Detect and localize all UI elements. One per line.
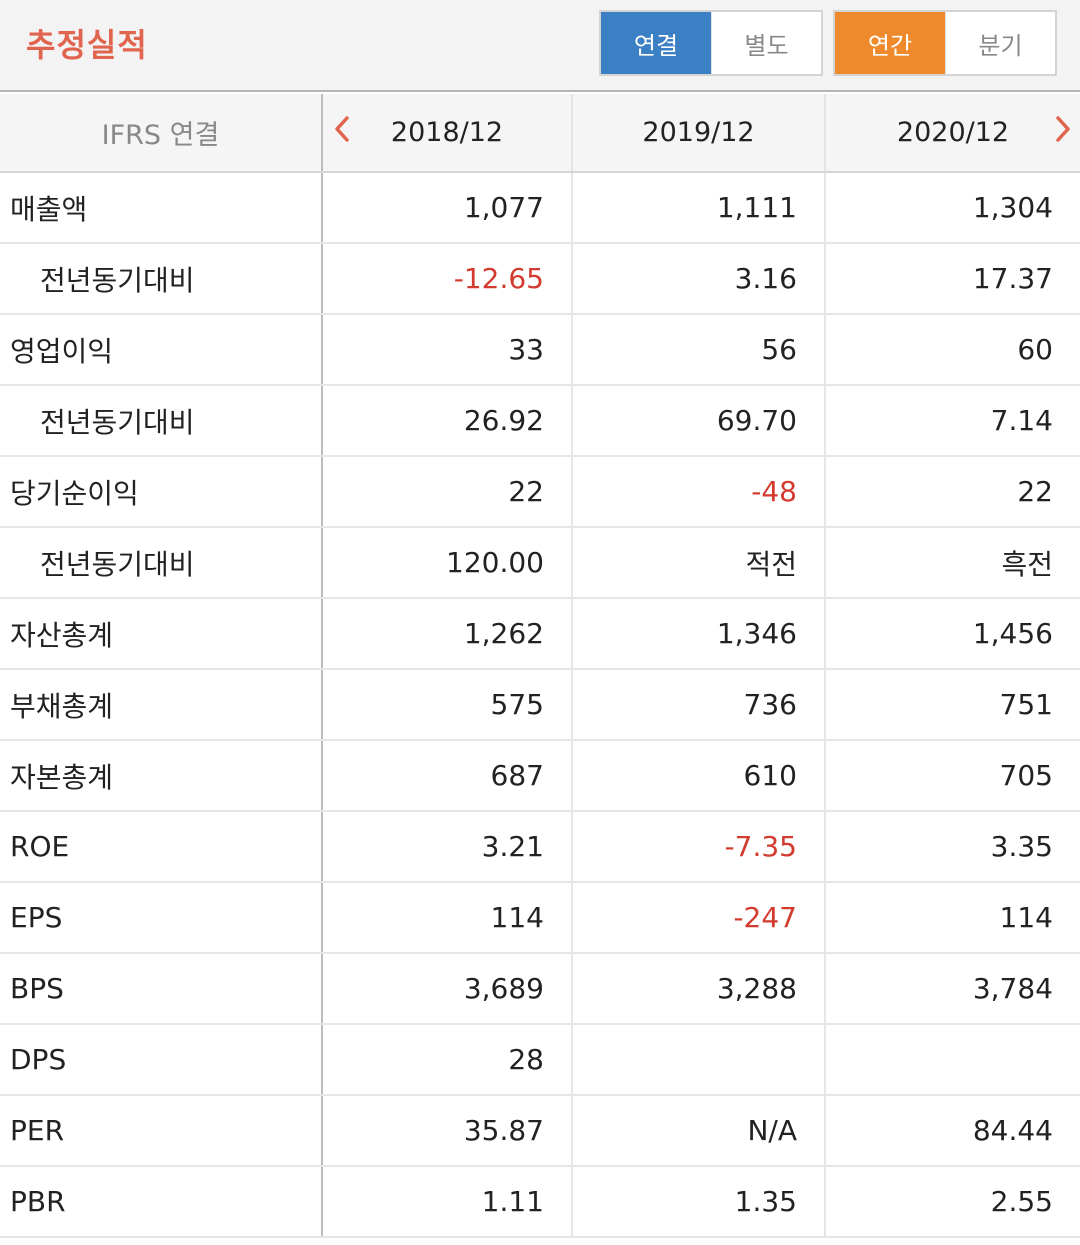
table-row: 자본총계 687 610 705	[0, 740, 1080, 812]
cell-value: 60	[824, 314, 1080, 386]
section-title: 추정실적	[26, 26, 148, 64]
earnings-table: IFRS 연결 2018/12 2019/12 2020/12 매출액 1,077…	[0, 94, 1080, 1238]
cell-value: 1,111	[571, 172, 825, 244]
cell-value	[571, 1024, 825, 1096]
table-header-row: IFRS 연결 2018/12 2019/12 2020/12	[0, 94, 1080, 173]
cell-value: 120.00	[321, 527, 572, 599]
column-header-3: 2020/12	[824, 94, 1080, 173]
cell-value: 1,304	[824, 172, 1080, 244]
table-row: 전년동기대비 120.00 적전 흑전	[0, 527, 1080, 599]
cell-value: 84.44	[824, 1095, 1080, 1167]
cell-value: 1.35	[571, 1166, 825, 1238]
row-label: 부채총계	[0, 669, 323, 741]
row-label: 영업이익	[0, 314, 323, 386]
row-label: 자본총계	[0, 740, 323, 812]
table-row: PER 35.87 N/A 84.44	[0, 1095, 1080, 1167]
quarterly-button[interactable]: 분기	[945, 12, 1055, 74]
row-label: PER	[0, 1095, 323, 1167]
cell-value: 69.70	[571, 385, 825, 457]
annual-button[interactable]: 연간	[835, 12, 945, 74]
column-header-label: 2018/12	[390, 117, 504, 148]
row-label: 전년동기대비	[0, 385, 323, 457]
cell-value: 114	[824, 882, 1080, 954]
cell-value: 1,262	[321, 598, 572, 670]
table-row: 매출액 1,077 1,111 1,304	[0, 172, 1080, 244]
cell-value: 적전	[571, 527, 825, 599]
header-bar: 추정실적 연결 별도 연간 분기	[0, 0, 1080, 92]
cell-value: 35.87	[321, 1095, 572, 1167]
cell-value: 3,689	[321, 953, 572, 1025]
row-label: 전년동기대비	[0, 243, 323, 315]
cell-value: 22	[824, 456, 1080, 528]
cell-value: 흑전	[824, 527, 1080, 599]
cell-value: -48	[571, 456, 825, 528]
separate-button[interactable]: 별도	[711, 12, 821, 74]
period-toggle: 연간 분기	[833, 10, 1057, 76]
table-row: DPS 28	[0, 1024, 1080, 1096]
ifrs-label-header: IFRS 연결	[0, 94, 323, 173]
cell-value: 7.14	[824, 385, 1080, 457]
table-row: BPS 3,689 3,288 3,784	[0, 953, 1080, 1025]
cell-value: 3.35	[824, 811, 1080, 883]
table-body: 매출액 1,077 1,111 1,304 전년동기대비 -12.65 3.16 17.37 영…	[0, 172, 1080, 1238]
cell-value: 3.16	[571, 243, 825, 315]
cell-value: 1,456	[824, 598, 1080, 670]
cell-value: -7.35	[571, 811, 825, 883]
cell-value: 575	[321, 669, 572, 741]
column-header-label: 2020/12	[896, 117, 1010, 148]
table-row: 부채총계 575 736 751	[0, 669, 1080, 741]
cell-value: 3,288	[571, 953, 825, 1025]
cell-value: 687	[321, 740, 572, 812]
consolidated-button[interactable]: 연결	[601, 12, 711, 74]
cell-value: N/A	[571, 1095, 825, 1167]
cell-value: 705	[824, 740, 1080, 812]
cell-value: 28	[321, 1024, 572, 1096]
cell-value: 56	[571, 314, 825, 386]
cell-value: 736	[571, 669, 825, 741]
cell-value: 17.37	[824, 243, 1080, 315]
scope-toggle: 연결 별도	[599, 10, 823, 76]
table-row: 전년동기대비 26.92 69.70 7.14	[0, 385, 1080, 457]
chevron-right-icon[interactable]	[1054, 115, 1072, 151]
cell-value: 22	[321, 456, 572, 528]
table-row: 전년동기대비 -12.65 3.16 17.37	[0, 243, 1080, 315]
cell-value: 33	[321, 314, 572, 386]
table-row: ROE 3.21 -7.35 3.35	[0, 811, 1080, 883]
cell-value: 1,077	[321, 172, 572, 244]
column-header-1: 2018/12	[321, 94, 572, 173]
row-label: 전년동기대비	[0, 527, 323, 599]
table-row: EPS 114 -247 114	[0, 882, 1080, 954]
row-label: 자산총계	[0, 598, 323, 670]
column-header-2: 2019/12	[571, 94, 825, 173]
table-row: 자산총계 1,262 1,346 1,456	[0, 598, 1080, 670]
table-row: 당기순이익 22 -48 22	[0, 456, 1080, 528]
cell-value: 3.21	[321, 811, 572, 883]
row-label: EPS	[0, 882, 323, 954]
cell-value: 610	[571, 740, 825, 812]
cell-value: 26.92	[321, 385, 572, 457]
cell-value	[824, 1024, 1080, 1096]
column-header-label: 2019/12	[642, 117, 755, 148]
cell-value: -247	[571, 882, 825, 954]
row-label: ROE	[0, 811, 323, 883]
cell-value: 2.55	[824, 1166, 1080, 1238]
chevron-left-icon[interactable]	[333, 115, 351, 151]
row-label: PBR	[0, 1166, 323, 1238]
cell-value: 1,346	[571, 598, 825, 670]
cell-value: 751	[824, 669, 1080, 741]
row-label: DPS	[0, 1024, 323, 1096]
row-label: 매출액	[0, 172, 323, 244]
cell-value: 1.11	[321, 1166, 572, 1238]
table-row: 영업이익 33 56 60	[0, 314, 1080, 386]
cell-value: 3,784	[824, 953, 1080, 1025]
row-label: 당기순이익	[0, 456, 323, 528]
cell-value: -12.65	[321, 243, 572, 315]
cell-value: 114	[321, 882, 572, 954]
table-row: PBR 1.11 1.35 2.55	[0, 1166, 1080, 1238]
row-label: BPS	[0, 953, 323, 1025]
